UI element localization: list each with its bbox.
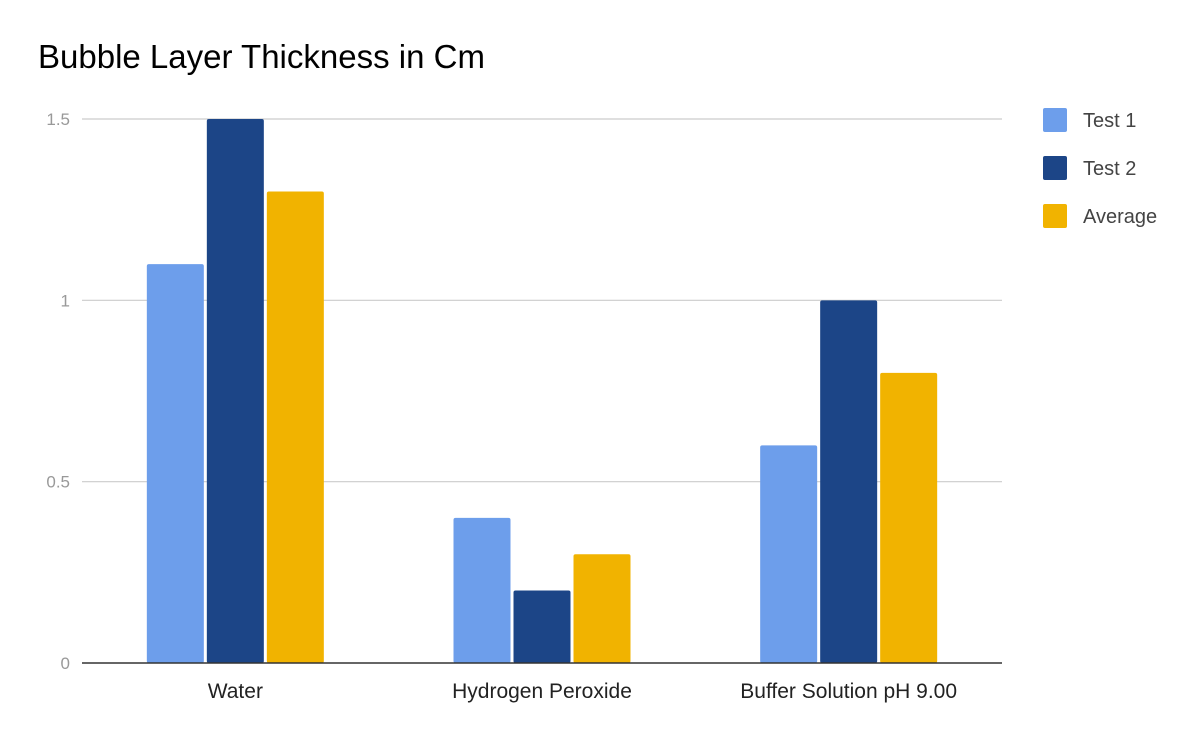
chart-title: Bubble Layer Thickness in Cm	[38, 38, 485, 75]
x-tick-label: Hydrogen Peroxide	[452, 680, 632, 703]
legend-label: Average	[1083, 206, 1157, 228]
y-tick-label: 1	[61, 291, 70, 310]
y-tick-label: 0	[61, 654, 70, 673]
bar	[820, 300, 878, 663]
bar	[266, 191, 324, 664]
legend-swatch	[1043, 204, 1067, 228]
bar	[880, 372, 938, 663]
bar	[146, 264, 204, 663]
y-tick-label: 0.5	[46, 473, 70, 492]
bar	[453, 517, 511, 663]
bar	[513, 590, 571, 663]
x-tick-label: Buffer Solution pH 9.00	[740, 680, 957, 703]
legend-swatch	[1043, 108, 1067, 132]
x-tick-label: Water	[208, 680, 263, 703]
y-tick-label: 1.5	[46, 110, 70, 129]
legend-swatch	[1043, 156, 1067, 180]
legend-label: Test 2	[1083, 158, 1136, 180]
bar	[573, 554, 631, 663]
legend-label: Test 1	[1083, 110, 1136, 132]
bar	[760, 445, 818, 663]
bar	[206, 119, 264, 663]
